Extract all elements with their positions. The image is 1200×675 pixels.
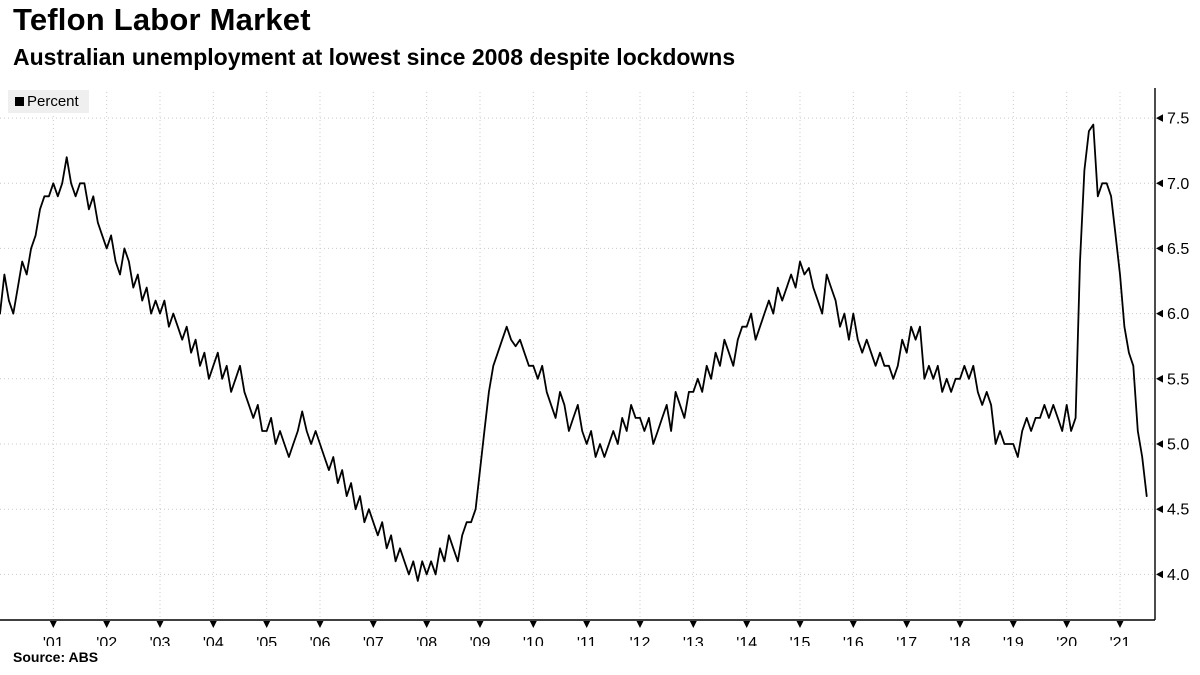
svg-text:4.0: 4.0: [1167, 567, 1189, 584]
svg-text:'11: '11: [577, 635, 597, 646]
svg-text:'05: '05: [256, 635, 277, 646]
svg-text:'03: '03: [150, 635, 171, 646]
svg-text:'16: '16: [843, 635, 864, 646]
svg-text:'20: '20: [1056, 635, 1077, 646]
svg-text:6.0: 6.0: [1167, 306, 1189, 323]
svg-text:'18: '18: [950, 635, 971, 646]
svg-text:'13: '13: [683, 635, 704, 646]
legend-label: Percent: [27, 93, 79, 110]
svg-text:'02: '02: [96, 635, 117, 646]
svg-text:'06: '06: [310, 635, 331, 646]
line-chart: '01 '02 '03 '04 '05 '06 '07 '08 '09 '10 '11 '12 '13 '…: [0, 88, 1189, 646]
svg-text:5.0: 5.0: [1167, 437, 1189, 454]
svg-text:5.5: 5.5: [1167, 371, 1189, 388]
svg-text:'01: '01: [43, 635, 64, 646]
svg-text:'21: '21: [1110, 635, 1131, 646]
svg-text:'12: '12: [630, 635, 651, 646]
legend-swatch-icon: [15, 97, 24, 106]
source-note: Source: ABS: [13, 649, 99, 665]
svg-text:6.5: 6.5: [1167, 241, 1189, 258]
svg-text:'07: '07: [363, 635, 384, 646]
svg-text:7.0: 7.0: [1167, 176, 1189, 193]
svg-text:'04: '04: [203, 635, 224, 646]
svg-text:'15: '15: [790, 635, 811, 646]
svg-text:'10: '10: [523, 635, 544, 646]
svg-text:'17: '17: [896, 635, 917, 646]
svg-text:4.5: 4.5: [1167, 502, 1189, 519]
svg-text:'08: '08: [416, 635, 437, 646]
svg-text:'19: '19: [1003, 635, 1024, 646]
chart-subtitle: Australian unemployment at lowest since …: [13, 44, 736, 70]
svg-text:'14: '14: [736, 635, 757, 646]
svg-text:7.5: 7.5: [1167, 111, 1189, 128]
svg-text:'09: '09: [470, 635, 491, 646]
legend: Percent: [8, 90, 89, 113]
chart-title: Teflon Labor Market: [13, 2, 311, 37]
